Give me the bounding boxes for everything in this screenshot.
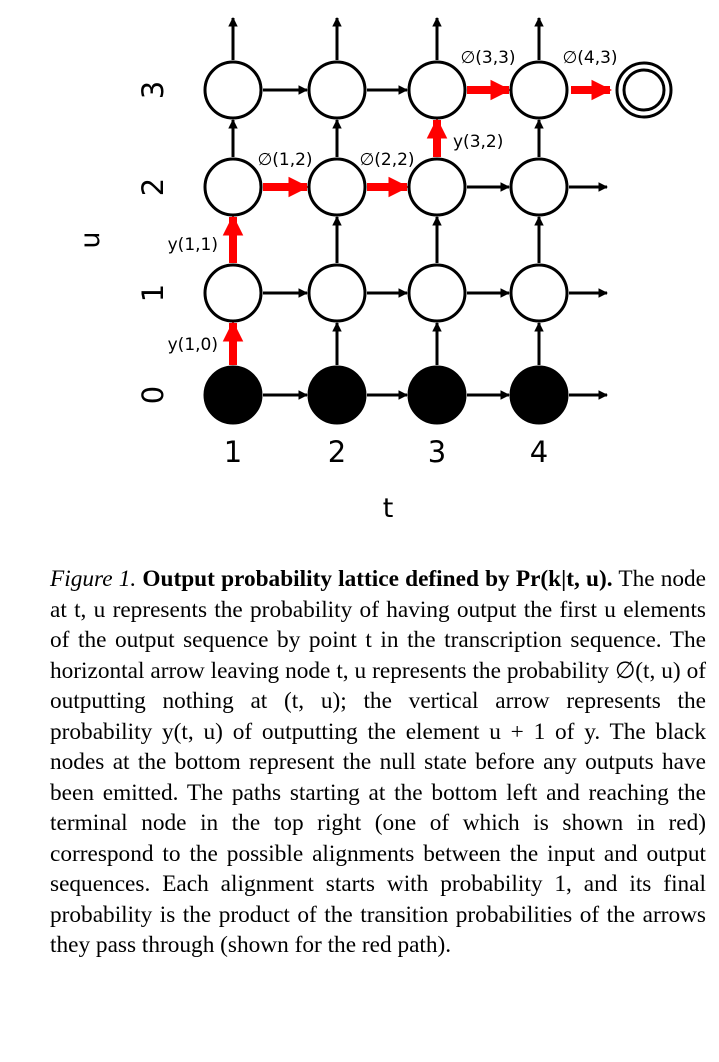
tick-u-3: 3 xyxy=(136,81,170,99)
lattice-node-t4-u3 xyxy=(509,60,569,120)
tick-u-1: 1 xyxy=(136,284,170,302)
path-label-7: ∅(4,3) xyxy=(562,48,617,68)
caption-label: Figure 1. xyxy=(50,566,137,592)
terminal-node-inner xyxy=(622,68,666,112)
axis-t-label: t xyxy=(383,493,394,524)
lattice-node-t3-u3 xyxy=(407,60,467,120)
null-node-t1-u0 xyxy=(203,365,263,425)
lattice-node-t1-u2 xyxy=(203,157,263,217)
path-label-1: y(1,0) xyxy=(168,335,218,355)
lattice-node-t3-u2 xyxy=(407,157,467,217)
path-label-3: ∅(1,2) xyxy=(257,150,312,170)
tick-t-3: 3 xyxy=(428,435,446,469)
tick-u-0: 0 xyxy=(136,386,170,404)
tick-t-2: 2 xyxy=(328,435,346,469)
lattice-node-t2-u3 xyxy=(307,60,367,120)
lattice-node-t3-u1 xyxy=(407,263,467,323)
path-label-5: y(3,2) xyxy=(453,132,503,152)
null-node-t4-u0 xyxy=(509,365,569,425)
tick-t-4: 4 xyxy=(530,435,548,469)
path-label-2: y(1,1) xyxy=(168,235,218,255)
lattice-node-t4-u1 xyxy=(509,263,569,323)
null-node-t2-u0 xyxy=(307,365,367,425)
tick-u-2: 2 xyxy=(136,178,170,196)
caption-body: The node at t, u represents the probabil… xyxy=(50,566,707,958)
lattice-node-t2-u1 xyxy=(307,263,367,323)
lattice-node-t1-u3 xyxy=(203,60,263,120)
figure-caption: Figure 1. Output probability lattice def… xyxy=(50,564,706,961)
lattice-node-t2-u2 xyxy=(307,157,367,217)
lattice-node-t1-u1 xyxy=(203,263,263,323)
null-node-t3-u0 xyxy=(407,365,467,425)
path-label-4: ∅(2,2) xyxy=(359,150,414,170)
lattice-diagram: 1 2 3 4 0 1 2 3 y(1,0) y(1,1) ∅(1,2) ∅(2,2) y(3,2) ∅(… xyxy=(75,17,673,524)
lattice-node-t4-u2 xyxy=(509,157,569,217)
axis-u-label: u xyxy=(75,231,106,248)
caption-title: Output probability lattice defined by Pr… xyxy=(142,566,613,592)
tick-t-1: 1 xyxy=(224,435,242,469)
path-label-6: ∅(3,3) xyxy=(460,48,515,68)
